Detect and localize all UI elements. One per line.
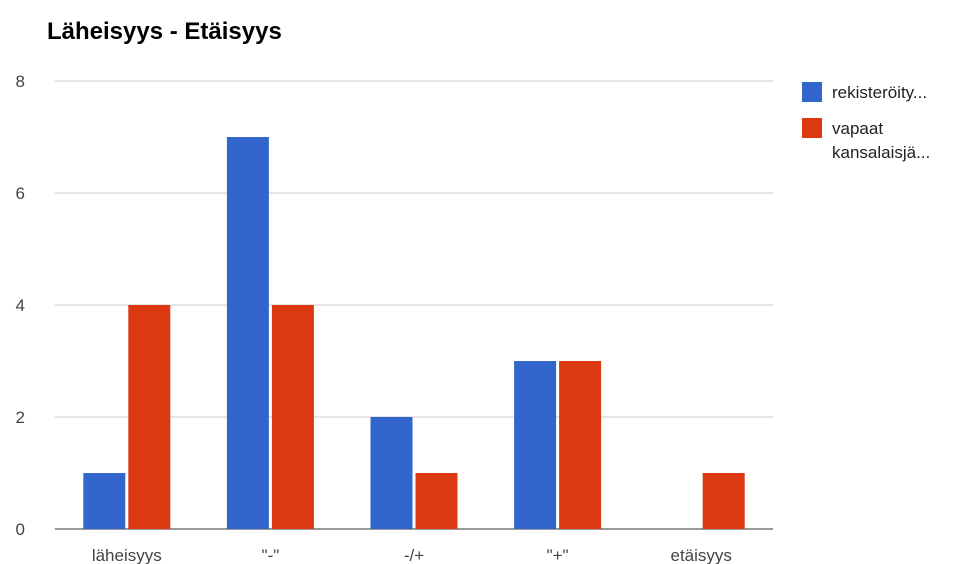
x-tick-label: "+" — [547, 546, 569, 564]
x-axis-ticks: läheisyys "-" -/+ "+" etäisyys — [92, 546, 732, 564]
legend[interactable]: rekisteröity... vapaat kansalaisjä... — [802, 82, 930, 162]
legend-swatch — [802, 118, 822, 138]
y-tick-label: 4 — [16, 296, 25, 315]
y-tick-label: 0 — [16, 520, 25, 539]
bar-series1-cat2[interactable] — [226, 137, 269, 529]
x-tick-label: -/+ — [404, 546, 424, 564]
bar-series1-cat3[interactable] — [370, 417, 413, 529]
bars — [83, 137, 745, 529]
bar-series2-cat5[interactable] — [702, 473, 745, 529]
chart-title: Läheisyys - Etäisyys — [47, 18, 282, 45]
y-tick-label: 8 — [16, 72, 25, 91]
gridlines — [55, 80, 773, 530]
bar-series2-cat1[interactable] — [128, 305, 171, 529]
y-tick-label: 6 — [16, 184, 25, 203]
y-axis-ticks: 0 2 4 6 8 — [16, 72, 25, 539]
bar-series1-cat4[interactable] — [514, 361, 557, 529]
x-tick-label: etäisyys — [670, 546, 731, 564]
x-tick-label: "-" — [262, 546, 280, 564]
bar-series2-cat4[interactable] — [559, 361, 602, 529]
y-tick-label: 2 — [16, 408, 25, 427]
bar-series2-cat2[interactable] — [271, 305, 314, 529]
legend-label: rekisteröity... — [832, 83, 927, 102]
legend-swatch — [802, 82, 822, 102]
bar-series2-cat3[interactable] — [415, 473, 458, 529]
legend-item-series2[interactable]: vapaat kansalaisjä... — [802, 118, 930, 162]
x-tick-label: läheisyys — [92, 546, 162, 564]
legend-label: kansalaisjä... — [832, 143, 930, 162]
bar-series1-cat1[interactable] — [83, 473, 126, 529]
legend-item-series1[interactable]: rekisteröity... — [802, 82, 927, 102]
legend-label: vapaat — [832, 119, 883, 138]
